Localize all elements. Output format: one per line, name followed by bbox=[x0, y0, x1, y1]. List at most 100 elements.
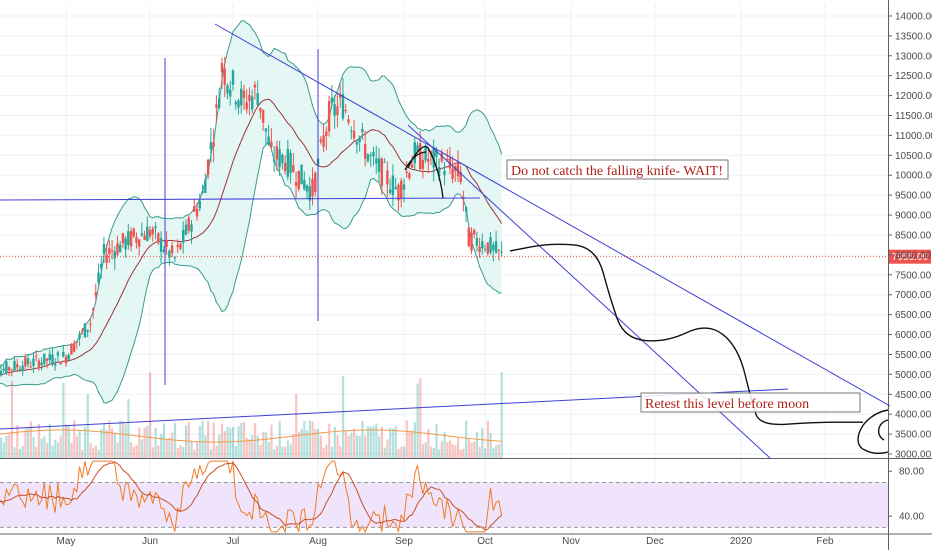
volume-bar bbox=[130, 442, 133, 458]
candle-body bbox=[168, 250, 171, 258]
candle-body bbox=[83, 323, 87, 338]
candle-body bbox=[330, 97, 334, 103]
candle-body bbox=[333, 104, 336, 116]
candle-body bbox=[127, 231, 130, 246]
volume-bar bbox=[97, 449, 100, 458]
candle-body bbox=[256, 93, 259, 105]
volume-bar bbox=[486, 420, 489, 458]
candle-body bbox=[494, 241, 498, 253]
candle-body bbox=[229, 89, 232, 97]
price-tick-label: 6000.00 bbox=[895, 330, 932, 341]
candle-body bbox=[81, 330, 84, 332]
price-tick-label: 11500.00 bbox=[895, 111, 932, 122]
candle-body bbox=[421, 160, 425, 169]
volume-bar bbox=[344, 430, 347, 458]
annotation-box bbox=[506, 159, 729, 180]
volume-bar bbox=[73, 420, 76, 458]
candle-body bbox=[292, 165, 295, 172]
volume-bar bbox=[262, 432, 265, 458]
volume-bar bbox=[419, 377, 422, 458]
volume-bar bbox=[470, 442, 473, 458]
candle-body bbox=[336, 106, 339, 116]
candle-body bbox=[75, 341, 79, 343]
volume-bar bbox=[270, 424, 273, 458]
price-tick-label: 13000.00 bbox=[895, 51, 932, 62]
volume-bar bbox=[473, 441, 476, 458]
volume-bar bbox=[484, 448, 487, 458]
candle-body bbox=[278, 149, 281, 168]
candle-body bbox=[223, 68, 226, 85]
candle-body bbox=[40, 362, 43, 366]
candle-body bbox=[259, 107, 262, 112]
volume-bar bbox=[416, 383, 419, 458]
volume-bar bbox=[350, 432, 353, 458]
candle-body bbox=[89, 323, 92, 325]
projection-freehand-path bbox=[509, 243, 863, 426]
volume-bar bbox=[267, 441, 270, 458]
volume-bar bbox=[430, 446, 433, 458]
volume-bar bbox=[303, 420, 306, 458]
time-tick-label: Sep bbox=[395, 536, 413, 547]
candle-body bbox=[157, 233, 160, 243]
volume-bar bbox=[32, 437, 35, 458]
candle-body bbox=[64, 356, 68, 364]
volume-bar bbox=[339, 446, 342, 458]
volume-bar bbox=[322, 447, 325, 458]
volume-bar bbox=[201, 421, 204, 458]
volume-bar bbox=[157, 445, 160, 458]
volume-bar bbox=[400, 446, 403, 458]
candle-body bbox=[305, 185, 309, 192]
time-tick-label: May bbox=[57, 536, 76, 547]
candle-body bbox=[29, 366, 32, 368]
volume-bar bbox=[295, 393, 298, 458]
price-tick-label: 12500.00 bbox=[895, 71, 932, 82]
volume-bar bbox=[13, 447, 16, 458]
volume-bars bbox=[0, 371, 503, 458]
volume-bar bbox=[297, 432, 301, 458]
volume-bar bbox=[481, 428, 484, 458]
volume-bar bbox=[427, 429, 430, 458]
candle-body bbox=[165, 240, 168, 247]
candle-body bbox=[456, 161, 460, 177]
volume-bar bbox=[143, 427, 146, 458]
volume-bar bbox=[0, 437, 3, 458]
time-tick-label: Feb bbox=[816, 536, 834, 547]
candle-body bbox=[0, 370, 3, 376]
volume-bar bbox=[135, 444, 138, 458]
volume-bar bbox=[204, 435, 207, 458]
volume-bar bbox=[162, 423, 166, 458]
volume-bar bbox=[196, 441, 199, 458]
volume-bar bbox=[223, 431, 226, 458]
candle-body bbox=[435, 149, 438, 157]
volume-bar bbox=[284, 446, 287, 458]
volume-bar bbox=[237, 426, 240, 458]
bollinger-upper-line bbox=[0, 20, 503, 368]
volume-bar bbox=[364, 435, 367, 458]
price-tick-label: 8000.00 bbox=[895, 250, 932, 261]
candle-body bbox=[105, 254, 108, 263]
time-tick-label: Jun bbox=[142, 536, 158, 547]
candle-body bbox=[408, 173, 411, 178]
volume-bar bbox=[311, 421, 314, 458]
candle-body bbox=[179, 243, 182, 249]
rsi-tick-label: 40.00 bbox=[899, 512, 924, 523]
volume-bar bbox=[325, 444, 328, 458]
volume-bar bbox=[361, 420, 364, 458]
volume-bar bbox=[70, 443, 73, 458]
candle-body bbox=[410, 164, 414, 168]
volume-bar bbox=[193, 449, 196, 458]
volume-bar bbox=[300, 428, 303, 458]
volume-bar bbox=[37, 423, 41, 458]
volume-bar bbox=[111, 428, 114, 458]
candle-body bbox=[311, 179, 314, 197]
volume-bar bbox=[176, 447, 179, 458]
volume-bar bbox=[378, 436, 381, 458]
candle-body bbox=[261, 109, 265, 123]
candle-body bbox=[303, 179, 306, 190]
volume-bar bbox=[408, 431, 411, 458]
price-tick-label: 7500.00 bbox=[895, 270, 932, 281]
volume-bar bbox=[462, 448, 465, 458]
volume-bar bbox=[78, 430, 81, 458]
price-tick-label: 11000.00 bbox=[895, 131, 932, 142]
